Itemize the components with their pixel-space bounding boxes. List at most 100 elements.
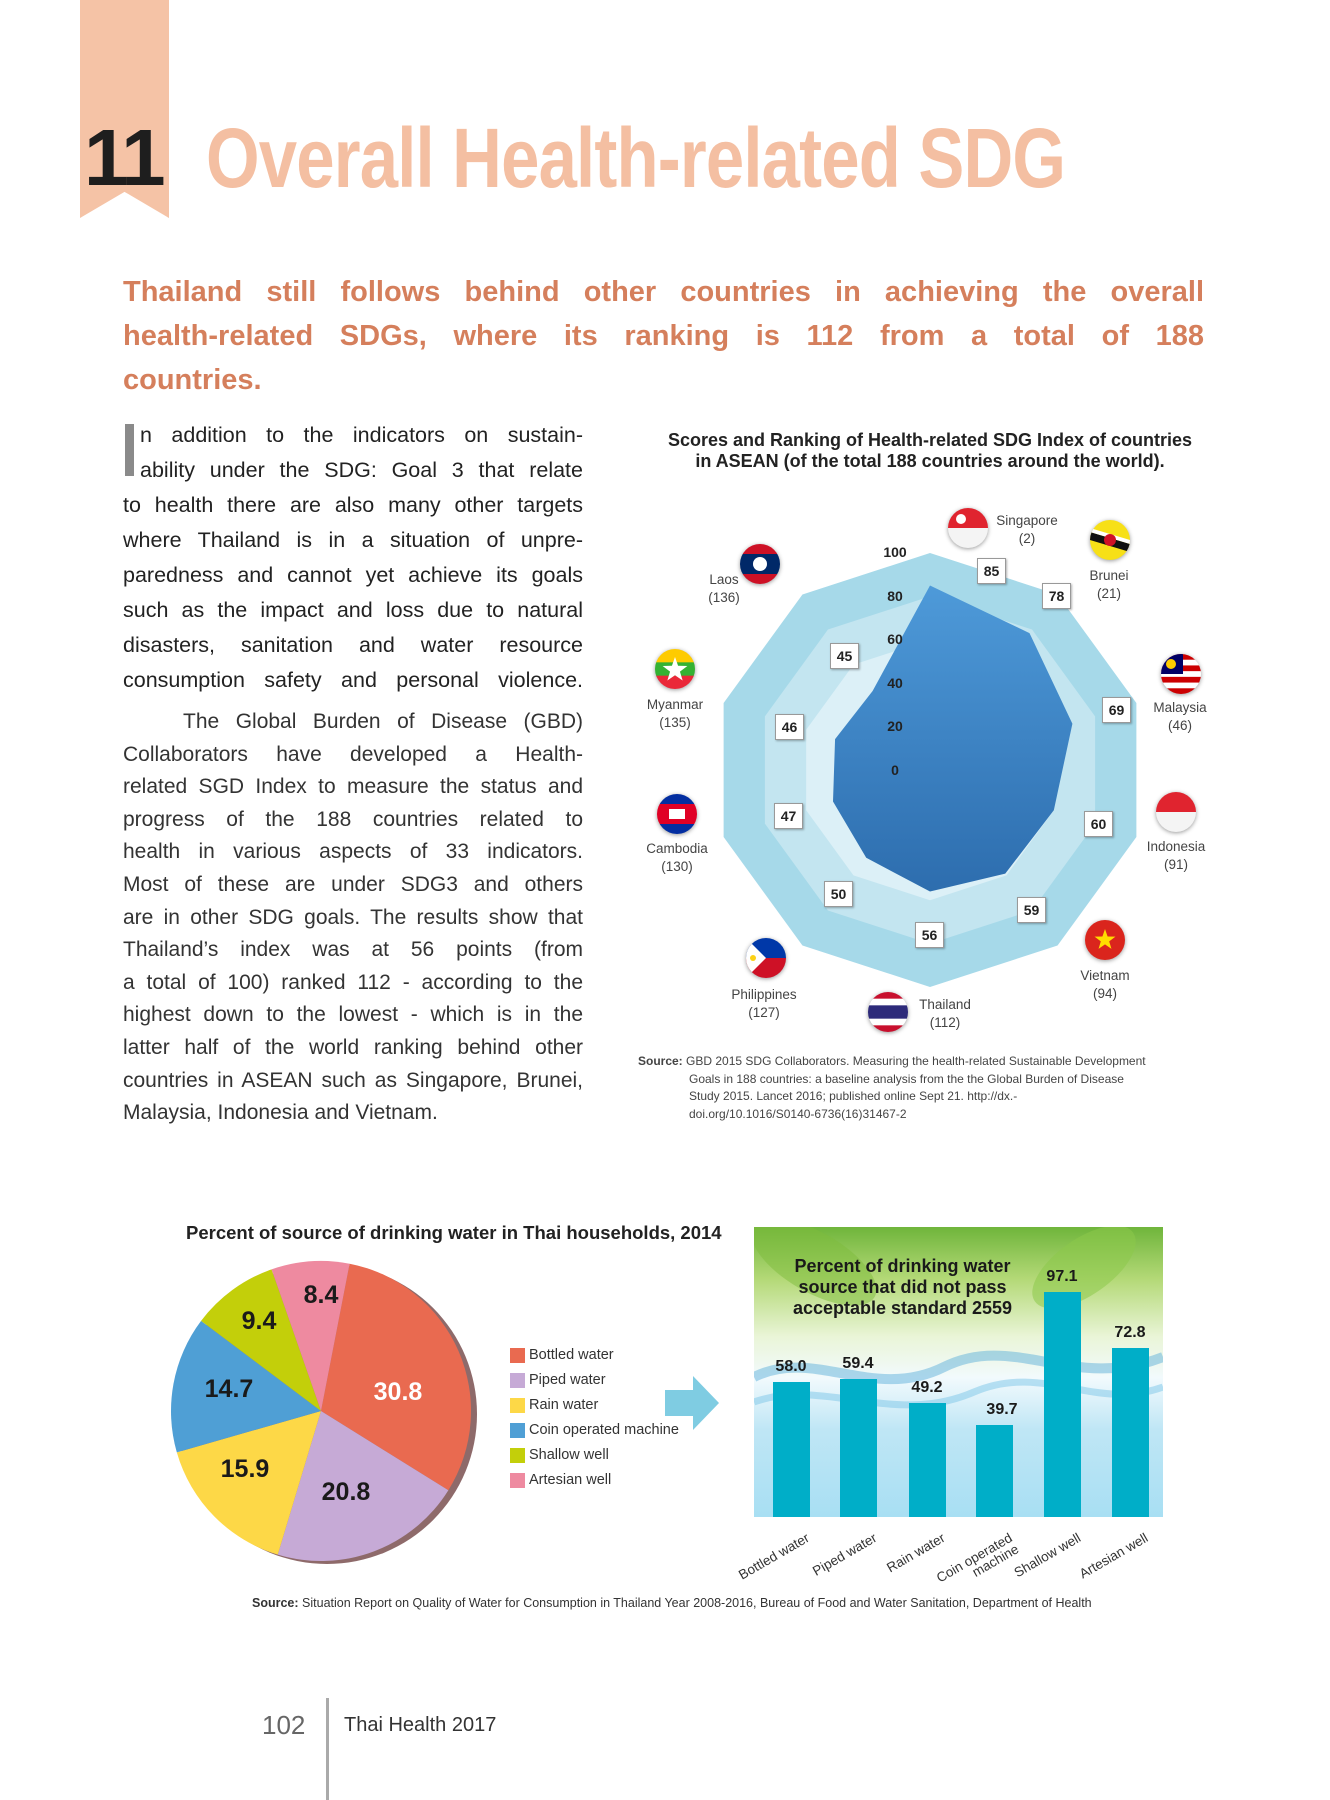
bar-category-label: Bottled water xyxy=(736,1530,812,1583)
bar-value-label: 58.0 xyxy=(775,1358,807,1376)
paragraph-line: Malaysia, Indonesia and Vietnam. xyxy=(123,1101,438,1125)
country-name: Singapore xyxy=(996,513,1058,528)
radar-value-label: 56 xyxy=(915,922,944,948)
radar-value-label: 50 xyxy=(824,881,853,907)
legend-swatch xyxy=(510,1447,525,1463)
chapter-number: 11 xyxy=(84,113,166,202)
philippines-flag-icon xyxy=(746,938,786,978)
country-name: Vietnam xyxy=(1080,968,1130,983)
chapter-ribbon xyxy=(80,0,169,218)
radar-tick-label: 100 xyxy=(883,544,907,560)
legend-swatch xyxy=(510,1372,525,1388)
pie-slice-shallow-well xyxy=(201,1269,321,1411)
radar-value-label: 69 xyxy=(1102,697,1131,723)
country-rank: (127) xyxy=(748,1005,780,1020)
bar-value-label: 59.4 xyxy=(842,1355,874,1373)
radar-title-line: Scores and Ranking of Health-related SDG… xyxy=(667,430,1193,450)
paragraph-line: Collaborators have developed a Health- xyxy=(123,742,583,766)
category-line: Shallow well xyxy=(1011,1530,1083,1581)
legend-item: Artesian well xyxy=(510,1471,611,1489)
pie-value-label: 15.9 xyxy=(221,1455,270,1483)
source-line: Source: GBD 2015 SDG Collaborators. Meas… xyxy=(638,1053,1198,1071)
legend-label: Piped water xyxy=(529,1372,606,1388)
paragraph-line: progress of the 188 countries related to xyxy=(123,807,583,831)
radar-value-label: 46 xyxy=(775,714,804,740)
source-text: Goals in 188 countries: a baseline analy… xyxy=(689,1071,1124,1086)
country-rank: (94) xyxy=(1092,986,1117,1001)
pie-value-label: 30.8 xyxy=(374,1378,423,1406)
country-rank: (136) xyxy=(708,590,740,605)
paragraph-line: related SGD Index to measure the status … xyxy=(123,775,583,799)
country-name: Cambodia xyxy=(646,841,708,856)
country-label-philippines: Philippines (127) xyxy=(731,986,796,1022)
country-rank: (21) xyxy=(1096,586,1121,601)
bar-category-label: Piped water xyxy=(809,1530,879,1579)
bar-category-label: Artesian well xyxy=(1077,1530,1151,1581)
paragraph-line: to health there are also many other targ… xyxy=(123,493,583,517)
legend-label: Bottled water xyxy=(529,1347,614,1363)
country-label-thailand: Thailand (112) xyxy=(919,996,971,1032)
paragraph-line: disasters, sanitation and water resource xyxy=(123,633,583,657)
country-name: Philippines xyxy=(731,987,797,1002)
publication-name: Thai Health 2017 xyxy=(344,1714,497,1736)
bar-coin-operated-machine xyxy=(976,1424,1013,1517)
radar-chart xyxy=(723,553,1137,987)
country-label-vietnam: Vietnam (94) xyxy=(1080,967,1129,1003)
paragraph-line: highest down to the lowest - which is in… xyxy=(123,1003,583,1027)
paragraph-line: a total of 100) ranked 112 - according t… xyxy=(123,970,583,994)
water-wave-decoration xyxy=(754,1227,1163,1409)
source-label: Source: xyxy=(638,1054,683,1068)
paragraph-line: where Thailand is in a situation of unpr… xyxy=(123,528,583,552)
radar-tick-label: 40 xyxy=(887,674,903,691)
source-label: Source: xyxy=(252,1596,299,1610)
legend-item: Bottled water xyxy=(510,1346,614,1364)
paragraph-1: n addition to the indicators on sustain-… xyxy=(123,418,583,698)
radar-chart-title: Scores and Ranking of Health-related SDG… xyxy=(620,430,1240,472)
source-text: doi.org/10.1016/S0140-6736(16)31467-2 xyxy=(689,1106,907,1121)
bar-chart-title: Percent of drinking water source that di… xyxy=(770,1256,1035,1319)
radar-tick-label: 0 xyxy=(891,762,899,778)
legend-item: Coin operated machine xyxy=(510,1421,679,1439)
radar-value-label: 85 xyxy=(977,558,1006,584)
country-label-malaysia: Malaysia (46) xyxy=(1153,699,1206,735)
paragraph-line: n addition to the indicators on sustain- xyxy=(140,423,583,447)
country-name: Thailand xyxy=(919,997,971,1012)
source-line: Study 2015. Lancet 2016; published onlin… xyxy=(638,1088,1198,1106)
bar-category-label: Coin operated machine xyxy=(934,1530,1021,1596)
paragraph-2: The Global Burden of Disease (GBD) Collab… xyxy=(123,706,583,1130)
source-text: Situation Report on Quality of Water for… xyxy=(302,1596,1092,1610)
paragraph-line: consumption safety and personal violence… xyxy=(123,668,583,692)
country-name: Myanmar xyxy=(646,697,704,712)
radar-score-area xyxy=(833,585,1073,892)
footer-divider xyxy=(326,1698,329,1800)
country-rank: (2) xyxy=(1018,531,1036,546)
legend-label: Coin operated machine xyxy=(529,1422,679,1438)
page-title: Overall Health-related SDG xyxy=(206,111,1066,205)
paragraph-line: such as the impact and loss due to natur… xyxy=(123,598,583,622)
laos-flag-icon xyxy=(740,544,780,584)
pie-slice-rain-water xyxy=(176,1411,321,1555)
country-label-brunei: Brunei (21) xyxy=(1089,567,1128,603)
category-line: Bottled water xyxy=(736,1530,812,1583)
paragraph-line: latter half of the world ranking behind … xyxy=(123,1035,583,1059)
country-label-indonesia: Indonesia (91) xyxy=(1147,838,1206,874)
bar-category-label: Rain water xyxy=(885,1530,948,1575)
country-label-cambodia: Cambodia (130) xyxy=(646,840,708,876)
radar-title-line: in ASEAN (of the total 188 countries aro… xyxy=(695,451,1165,471)
radar-value-label: 47 xyxy=(774,803,803,829)
paragraph-line: countries in ASEAN such as Singapore, Br… xyxy=(123,1068,583,1092)
country-rank: (91) xyxy=(1163,857,1188,872)
paragraph-line: ability under the SDG: Goal 3 that relat… xyxy=(140,458,583,482)
legend-label: Shallow well xyxy=(529,1447,609,1463)
paragraph-line: Thailand’s index was at 56 points (from xyxy=(123,938,583,962)
bar-value-label: 72.8 xyxy=(1114,1324,1146,1342)
radar-tick-label: 20 xyxy=(887,718,903,735)
legend-label: Rain water xyxy=(529,1397,599,1413)
category-line: Piped water xyxy=(809,1530,879,1579)
singapore-flag-icon xyxy=(948,508,988,548)
radar-value-label: 45 xyxy=(830,643,859,669)
country-name: Indonesia xyxy=(1146,839,1206,854)
thailand-flag-icon xyxy=(868,992,908,1032)
subtitle-line: countries. xyxy=(123,364,262,396)
bar-bottled-water xyxy=(773,1382,810,1517)
